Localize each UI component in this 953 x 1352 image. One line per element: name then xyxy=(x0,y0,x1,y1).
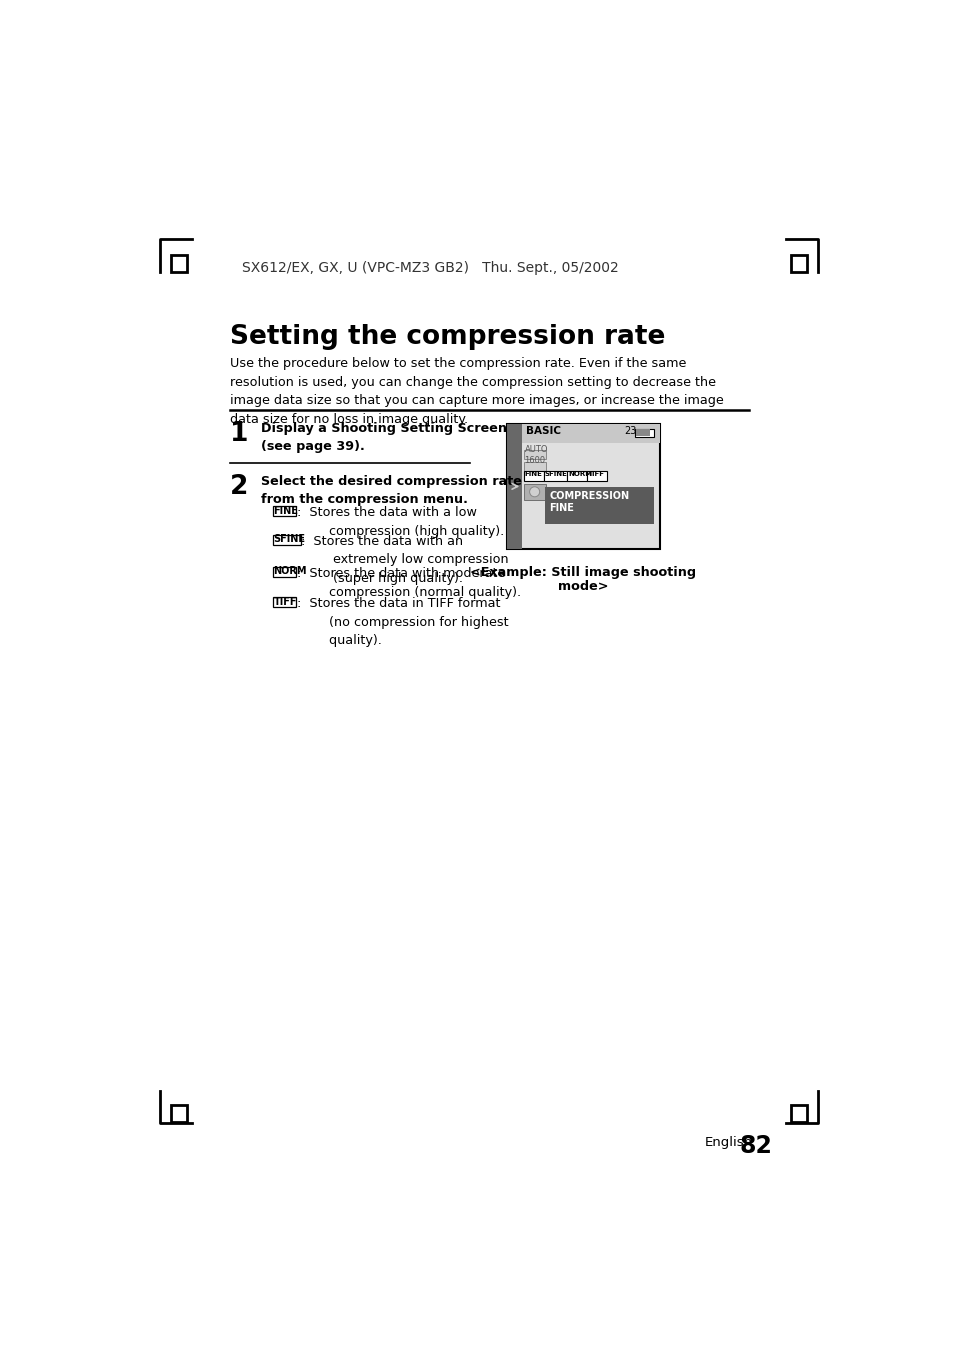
Bar xyxy=(790,256,806,272)
Text: :  Stores the data in TIFF format
        (no compression for highest
        qu: : Stores the data in TIFF format (no com… xyxy=(296,598,508,648)
Text: 1600: 1600 xyxy=(524,457,545,465)
Bar xyxy=(273,598,295,607)
Bar xyxy=(790,1106,806,1122)
Bar xyxy=(523,450,545,460)
Text: 2: 2 xyxy=(230,475,248,500)
Text: Select the desired compression rate
from the compression menu.: Select the desired compression rate from… xyxy=(261,475,521,506)
Text: NORM: NORM xyxy=(274,566,307,576)
Text: FINE: FINE xyxy=(274,506,298,515)
Bar xyxy=(521,425,659,442)
Text: English: English xyxy=(703,1136,752,1149)
Bar xyxy=(171,1106,187,1122)
Bar xyxy=(567,470,587,481)
Bar xyxy=(523,462,545,470)
Bar xyxy=(636,430,649,437)
Text: FINE: FINE xyxy=(549,503,574,512)
Text: Setting the compression rate: Setting the compression rate xyxy=(230,324,665,350)
Text: mode>: mode> xyxy=(558,580,608,594)
Bar xyxy=(273,507,295,516)
Text: 1: 1 xyxy=(230,420,249,448)
Bar xyxy=(635,429,654,437)
Text: <Example: Still image shooting: <Example: Still image shooting xyxy=(470,566,696,580)
Text: :  Stores the data with an
        extremely low compression
        (super high: : Stores the data with an extremely low … xyxy=(301,535,509,585)
Text: Display a Shooting Setting Screen
(see page 39).: Display a Shooting Setting Screen (see p… xyxy=(261,422,507,453)
Text: BASIC: BASIC xyxy=(525,426,560,435)
Bar xyxy=(543,470,567,481)
Bar xyxy=(523,484,545,499)
Text: :  Stores the data with a low
        compression (high quality).: : Stores the data with a low compression… xyxy=(296,507,503,538)
Bar xyxy=(506,425,659,549)
Text: TIFF: TIFF xyxy=(274,596,296,607)
Text: NORM: NORM xyxy=(567,470,592,477)
Text: TIFF: TIFF xyxy=(587,470,604,477)
Bar xyxy=(506,425,521,549)
Bar xyxy=(273,568,295,577)
Text: Use the procedure below to set the compression rate. Even if the same
resolution: Use the procedure below to set the compr… xyxy=(230,357,723,426)
Text: SFINE: SFINE xyxy=(274,534,305,544)
Text: FINE: FINE xyxy=(524,470,542,477)
Text: 82: 82 xyxy=(739,1134,771,1157)
Bar xyxy=(587,470,607,481)
Text: COMPRESSION: COMPRESSION xyxy=(549,491,629,502)
Text: SX612/EX, GX, U (VPC-MZ3 GB2)   Thu. Sept., 05/2002: SX612/EX, GX, U (VPC-MZ3 GB2) Thu. Sept.… xyxy=(241,261,618,274)
Text: SFINE: SFINE xyxy=(544,470,567,477)
Text: AUTO: AUTO xyxy=(524,445,548,454)
Bar xyxy=(545,487,654,525)
Bar xyxy=(273,535,300,545)
Circle shape xyxy=(529,487,539,496)
Text: :  Stores the data with moderate
        compression (normal quality).: : Stores the data with moderate compress… xyxy=(296,568,520,599)
Bar xyxy=(171,256,187,272)
Text: 23: 23 xyxy=(623,426,636,437)
Bar xyxy=(523,470,543,481)
